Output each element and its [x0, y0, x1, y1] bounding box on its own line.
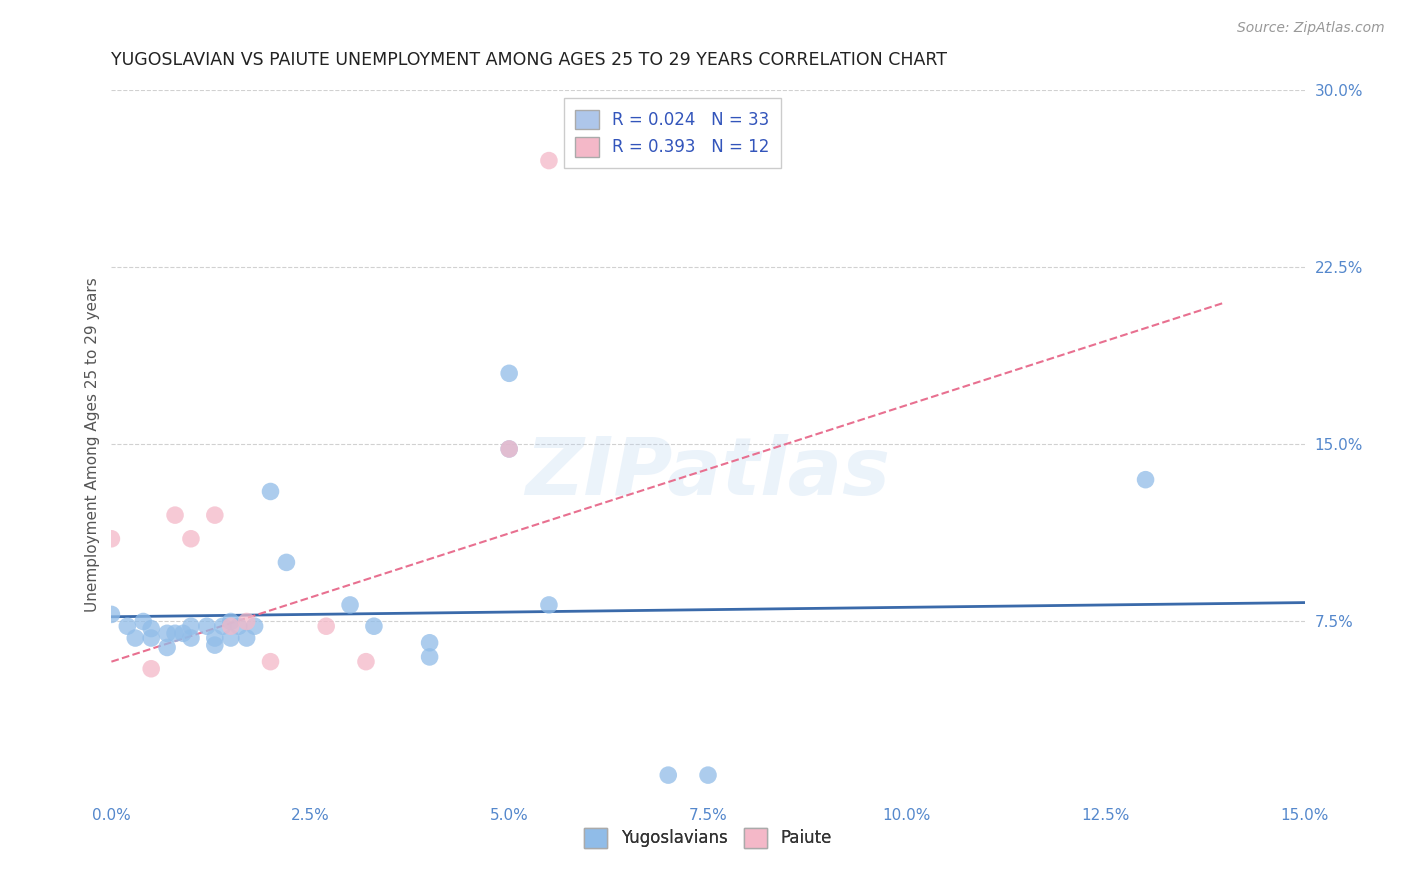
Point [156, 626, 179, 640]
Legend: Yugoslavians, Paiute: Yugoslavians, Paiute [578, 822, 839, 855]
Point [235, 615, 257, 629]
Point [100, 607, 122, 622]
Point [219, 615, 242, 629]
Point [172, 626, 194, 640]
Text: ZIPatlas: ZIPatlas [526, 434, 890, 512]
Point [141, 622, 163, 636]
Point [219, 631, 242, 645]
Point [1135, 473, 1157, 487]
Point [132, 615, 155, 629]
Point [124, 631, 146, 645]
Point [537, 598, 560, 612]
Point [419, 636, 441, 650]
Y-axis label: Unemployment Among Ages 25 to 29 years: Unemployment Among Ages 25 to 29 years [86, 277, 100, 612]
Point [339, 598, 361, 612]
Point [156, 640, 179, 655]
Point [235, 631, 257, 645]
Point [657, 768, 679, 782]
Point [180, 631, 202, 645]
Point [276, 555, 298, 569]
Text: Source: ZipAtlas.com: Source: ZipAtlas.com [1237, 21, 1385, 35]
Point [195, 619, 218, 633]
Point [165, 508, 187, 522]
Point [315, 619, 337, 633]
Point [100, 532, 122, 546]
Point [243, 619, 266, 633]
Point [180, 532, 202, 546]
Point [419, 649, 441, 664]
Point [259, 484, 281, 499]
Point [141, 662, 163, 676]
Point [498, 442, 520, 456]
Point [204, 631, 226, 645]
Point [228, 619, 250, 633]
Point [537, 153, 560, 168]
Point [498, 442, 520, 456]
Point [117, 619, 139, 633]
Point [354, 655, 377, 669]
Point [141, 631, 163, 645]
Point [204, 508, 226, 522]
Point [697, 768, 720, 782]
Point [204, 638, 226, 652]
Point [165, 626, 187, 640]
Point [211, 619, 233, 633]
Point [259, 655, 281, 669]
Point [363, 619, 385, 633]
Text: YUGOSLAVIAN VS PAIUTE UNEMPLOYMENT AMONG AGES 25 TO 29 YEARS CORRELATION CHART: YUGOSLAVIAN VS PAIUTE UNEMPLOYMENT AMONG… [111, 51, 948, 69]
Point [180, 619, 202, 633]
Point [219, 619, 242, 633]
Point [498, 367, 520, 381]
